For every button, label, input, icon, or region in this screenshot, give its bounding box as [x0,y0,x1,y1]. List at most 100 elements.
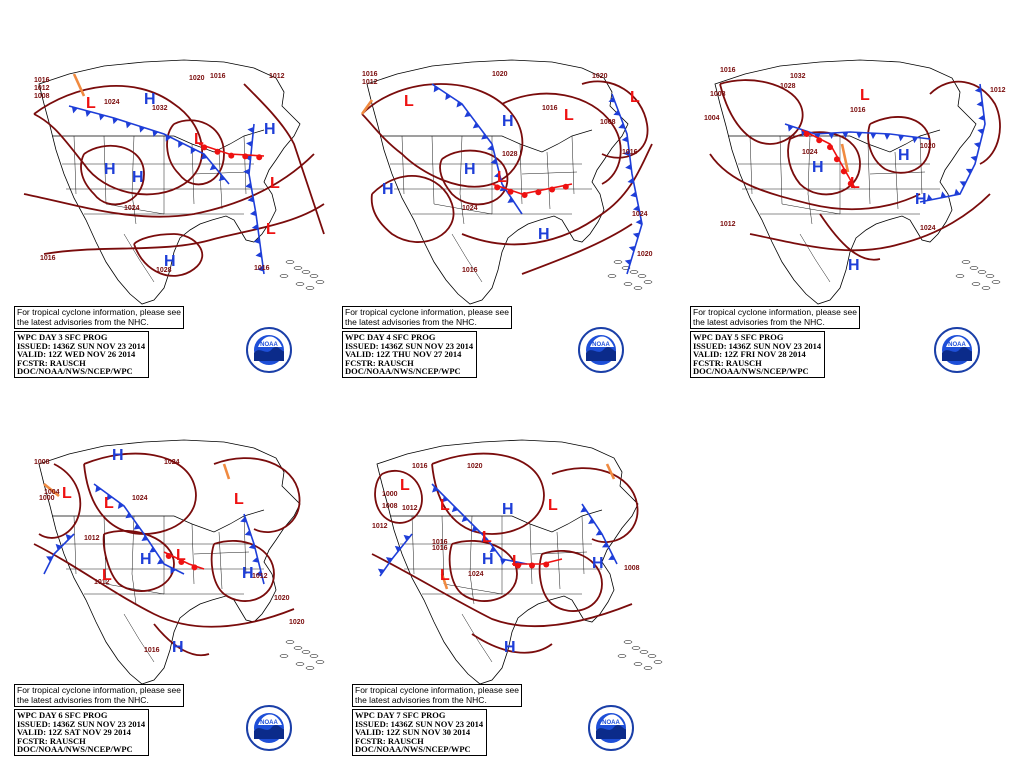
isobar [80,145,145,206]
isobar-label: 1004 [44,489,60,496]
noaa-logo-icon: NOAA [588,705,634,751]
cold-front-triangle [623,150,630,157]
coastline [376,439,639,685]
isobar-label: 1020 [274,595,290,602]
info-line-issued: ISSUED: 1436Z SUN NOV 23 2014 [355,718,484,729]
logo-bird [946,336,970,347]
isobar-label: 1000 [39,495,55,502]
state-border [441,515,445,585]
caribbean-island [315,280,325,284]
isobar [929,80,1001,165]
warm-front-semicircle [214,148,221,155]
warm-front-semicircle [816,137,823,144]
coastline [714,59,977,305]
isobar-label: 1012 [34,85,50,92]
cold-front-triangle [433,85,440,93]
cold-front-triangle [240,516,247,523]
cold-front-triangle [218,174,226,182]
cold-front-triangle [588,518,595,524]
us-canada-border [390,509,603,533]
isobar [43,203,325,255]
cold-front-triangle [632,232,640,239]
logo-text: NOAA [602,720,620,726]
isobar-label: 1012 [720,221,736,228]
low-pressure-marker: L [102,567,112,584]
nhc-note-line-1: For tropical cyclone information, please… [693,307,857,317]
isobar [431,452,545,535]
cold-front-triangle [954,188,961,196]
isobar [83,452,197,535]
isobar-label: 1012 [84,535,100,542]
nhc-note: For tropical cyclone information, please… [342,306,512,329]
isobar [213,457,301,533]
cold-front-triangle [976,100,983,107]
mexico-border [123,613,155,663]
logo-text: NOAA [260,342,278,348]
cold-front-triangle [461,515,469,523]
low-pressure-marker: L [860,87,870,104]
cold-front-triangle [251,224,259,231]
cold-front-triangle [245,182,252,189]
us-canada-border [380,129,593,153]
low-pressure-marker: L [86,95,96,112]
info-line-agency: DOC/NOAA/NWS/NCEP/WPC [693,366,809,377]
low-pressure-marker: L [564,107,574,124]
cold-front-triangle [507,197,515,203]
panel-day5: 1016 1008 1004 1032 1028 1012 1020 1024 1016 1012… [690,44,1020,384]
cold-front-triangle [141,535,149,541]
warm-front-semicircle [562,183,569,190]
cold-front-triangle [112,117,119,125]
isobar-label: 1008 [710,91,726,98]
isobar-label: 1004 [704,115,720,122]
isobar [371,553,633,628]
cold-front-triangle [46,556,53,562]
low-pressure-marker: L [176,547,186,564]
caribbean-island [643,666,653,670]
cold-front-triangle [125,121,132,129]
warm-front-semicircle [201,144,208,151]
high-pressure-marker: H [132,169,144,186]
cold-front-triangle [377,568,385,575]
caribbean-island [971,282,981,286]
warm-front-semicircle [535,189,542,196]
isobar-label: 1020 [467,463,483,470]
cold-front-triangle [500,558,507,566]
cold-front-triangle [627,177,634,184]
coastline [366,59,629,305]
nhc-note-line-1: For tropical cyclone information, please… [345,307,509,317]
state-border [105,203,165,215]
caribbean-island [305,286,315,290]
cold-front-line [919,83,986,203]
high-pressure-marker: H [140,551,152,568]
cold-front-triangle [243,168,250,175]
isobar-label: 1016 [432,539,448,546]
high-pressure-marker: H [538,226,550,243]
isobar [719,79,804,145]
caribbean-island [633,662,643,666]
high-pressure-marker: H [502,113,514,130]
isobar-label: 1032 [790,73,806,80]
cold-front-triangle [481,133,488,140]
cold-front-triangle [608,96,616,103]
logo-wave [596,725,626,739]
warm-front-semicircle [507,188,514,195]
info-line-forecaster: FCSTR: RAUSCH [17,735,86,746]
cold-front-line [611,93,643,275]
isobar [471,633,553,654]
mexico-border [799,233,831,283]
caribbean-island [295,662,305,666]
cold-front-triangle [601,542,609,548]
high-pressure-marker: H [464,161,476,178]
isobar-label: 1020 [289,619,305,626]
caribbean-island [309,654,319,658]
state-border [191,143,195,205]
cold-front-triangle [170,567,176,574]
cold-front-triangle [978,114,985,121]
state-border [433,203,493,215]
high-pressure-marker: H [242,565,254,582]
cold-front-triangle [613,109,621,116]
trough-line [440,573,449,590]
nhc-note: For tropical cyclone information, please… [352,684,522,707]
cold-front-triangle [926,194,933,201]
isobar-label: 1012 [94,579,110,586]
